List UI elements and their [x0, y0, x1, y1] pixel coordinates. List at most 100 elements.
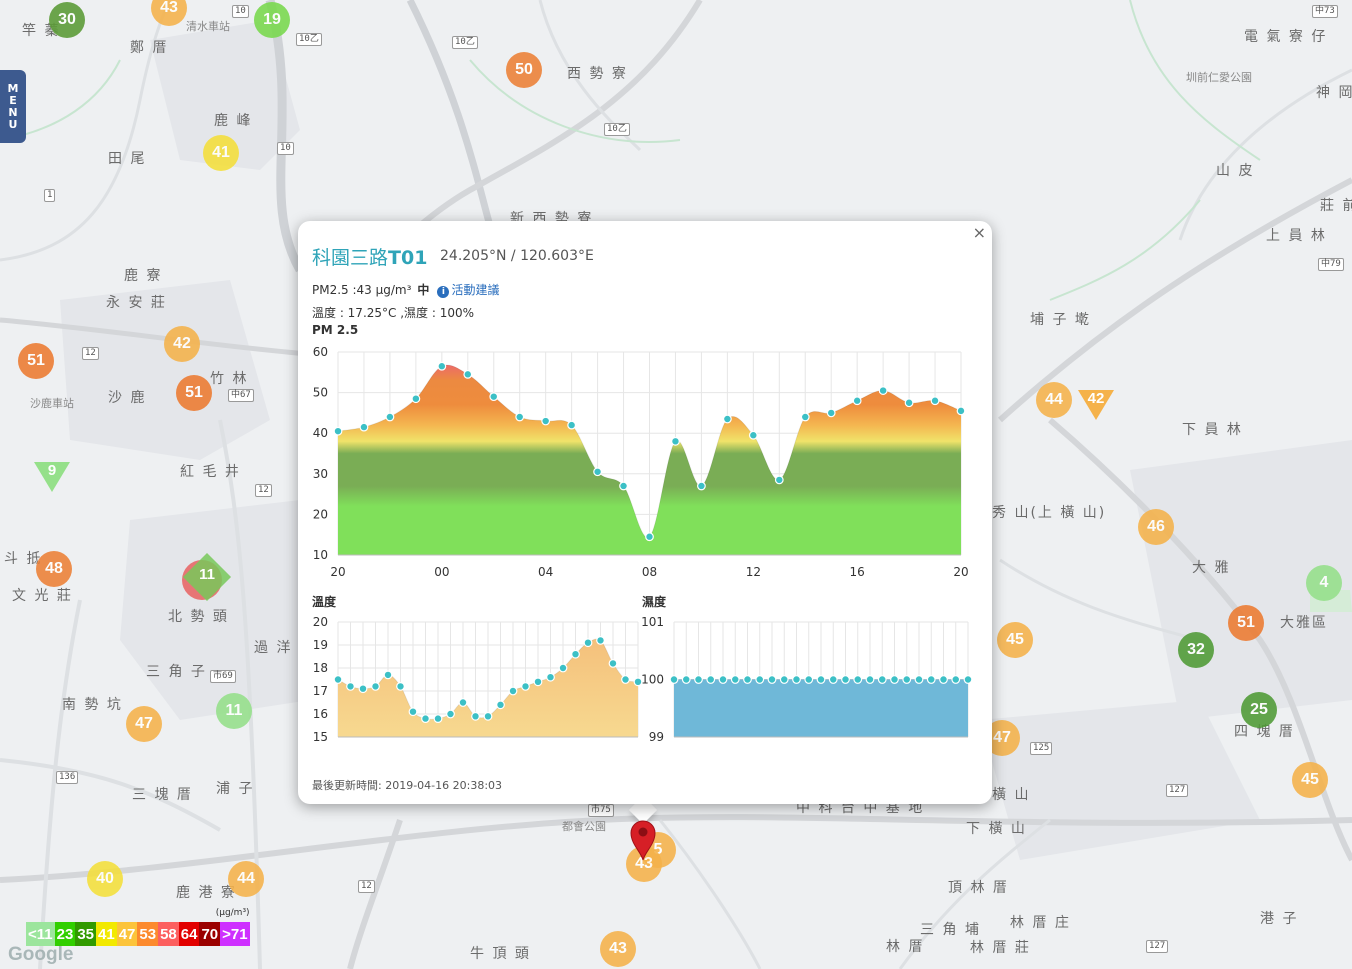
location-pin-icon[interactable]	[628, 818, 658, 862]
temp-point[interactable]	[433, 714, 443, 723]
pm25-point[interactable]	[671, 436, 680, 446]
hum-point[interactable]	[792, 675, 801, 684]
pm25-point[interactable]	[904, 398, 914, 408]
temp-point[interactable]	[421, 714, 430, 723]
hum-point[interactable]	[939, 675, 948, 684]
station-marker[interactable]: 50	[506, 52, 542, 88]
station-marker-triangle[interactable]: 9	[34, 462, 70, 492]
pm25-point[interactable]	[748, 430, 758, 440]
temp-point[interactable]	[608, 659, 618, 668]
pm25-point[interactable]	[774, 475, 784, 485]
temp-point[interactable]	[546, 672, 555, 682]
temp-point[interactable]	[508, 686, 518, 696]
temp-point[interactable]	[633, 677, 643, 687]
pm25-point[interactable]	[956, 406, 966, 416]
temp-point[interactable]	[496, 700, 505, 710]
hum-point[interactable]	[681, 675, 691, 684]
pm25-point[interactable]	[359, 422, 369, 432]
temp-point[interactable]	[346, 681, 355, 691]
hum-point[interactable]	[865, 675, 875, 684]
temp-point[interactable]	[358, 684, 368, 694]
station-marker-triangle[interactable]: 42	[1078, 390, 1114, 420]
station-marker[interactable]: 41	[203, 135, 239, 171]
hum-point[interactable]	[730, 675, 740, 684]
pm25-point[interactable]	[826, 408, 836, 418]
station-marker[interactable]: 51	[18, 343, 54, 379]
pm25-point[interactable]	[385, 412, 395, 422]
hum-point[interactable]	[669, 675, 679, 684]
station-marker[interactable]: 32	[1178, 632, 1214, 668]
hum-point[interactable]	[963, 675, 973, 684]
temp-point[interactable]	[408, 707, 418, 717]
hum-point[interactable]	[804, 675, 814, 684]
temp-point[interactable]	[471, 711, 480, 721]
station-marker[interactable]: 19	[254, 2, 290, 38]
hum-point[interactable]	[718, 675, 728, 684]
pm25-point[interactable]	[463, 369, 473, 379]
temp-point[interactable]	[458, 698, 468, 707]
pm25-point[interactable]	[593, 467, 602, 477]
station-marker[interactable]: 42	[164, 326, 200, 362]
station-marker[interactable]: 30	[49, 2, 85, 38]
hum-point[interactable]	[890, 675, 899, 684]
station-marker[interactable]: 40	[87, 861, 123, 897]
station-marker[interactable]: 46	[1138, 509, 1174, 545]
menu-button[interactable]: M E N U	[0, 70, 26, 143]
station-marker[interactable]: 45	[1292, 762, 1328, 798]
temp-point[interactable]	[446, 709, 455, 719]
hum-point[interactable]	[828, 675, 838, 684]
hum-point[interactable]	[951, 675, 961, 684]
pm25-point[interactable]	[800, 412, 810, 422]
pm25-point[interactable]	[541, 416, 551, 426]
temp-point[interactable]	[571, 649, 580, 659]
activity-advice-link[interactable]: 活動建議	[451, 283, 500, 297]
pm25-point[interactable]	[489, 392, 499, 402]
temp-point[interactable]	[596, 636, 605, 645]
temp-point[interactable]	[533, 677, 543, 687]
temp-point[interactable]	[483, 711, 493, 721]
pm25-point[interactable]	[515, 412, 525, 422]
station-marker[interactable]: 11	[216, 693, 252, 729]
station-marker[interactable]: 44	[1036, 382, 1072, 418]
hum-point[interactable]	[694, 675, 703, 684]
hum-point[interactable]	[767, 675, 777, 684]
pm25-point[interactable]	[333, 426, 343, 436]
hum-point[interactable]	[902, 675, 912, 684]
station-marker[interactable]: 51	[1228, 605, 1264, 641]
hum-point[interactable]	[779, 675, 789, 684]
hum-point[interactable]	[877, 675, 887, 684]
station-marker[interactable]: 45	[997, 622, 1033, 658]
close-button[interactable]: ×	[972, 223, 986, 242]
station-marker[interactable]: 4	[1306, 565, 1342, 601]
pm25-point[interactable]	[567, 420, 577, 430]
pm25-point[interactable]	[930, 396, 940, 406]
pm25-point[interactable]	[722, 414, 732, 424]
station-marker[interactable]: 43	[600, 931, 636, 967]
pm25-point[interactable]	[697, 481, 706, 491]
pm25-point[interactable]	[619, 481, 628, 491]
pm25-point[interactable]	[878, 386, 888, 395]
temp-point[interactable]	[558, 663, 568, 673]
station-marker[interactable]: 47	[126, 706, 162, 742]
pm25-point[interactable]	[645, 532, 654, 542]
info-icon[interactable]: i	[437, 286, 450, 298]
hum-point[interactable]	[706, 675, 716, 684]
hum-point[interactable]	[816, 675, 826, 684]
temp-point[interactable]	[333, 675, 343, 684]
pm25-point[interactable]	[437, 361, 447, 371]
hum-point[interactable]	[853, 675, 863, 684]
hum-point[interactable]	[755, 675, 765, 684]
temp-point[interactable]	[521, 681, 530, 691]
temp-point[interactable]	[383, 670, 393, 680]
hum-point[interactable]	[914, 675, 924, 684]
station-marker[interactable]: 48	[36, 551, 72, 587]
temp-point[interactable]	[371, 681, 380, 691]
station-marker[interactable]: 25	[1241, 692, 1277, 728]
hum-point[interactable]	[926, 675, 936, 684]
temp-point[interactable]	[621, 675, 630, 684]
pm25-point[interactable]	[852, 396, 862, 406]
temp-point[interactable]	[583, 638, 593, 648]
pm25-point[interactable]	[411, 394, 421, 404]
hum-point[interactable]	[743, 675, 752, 684]
temp-point[interactable]	[396, 681, 405, 691]
